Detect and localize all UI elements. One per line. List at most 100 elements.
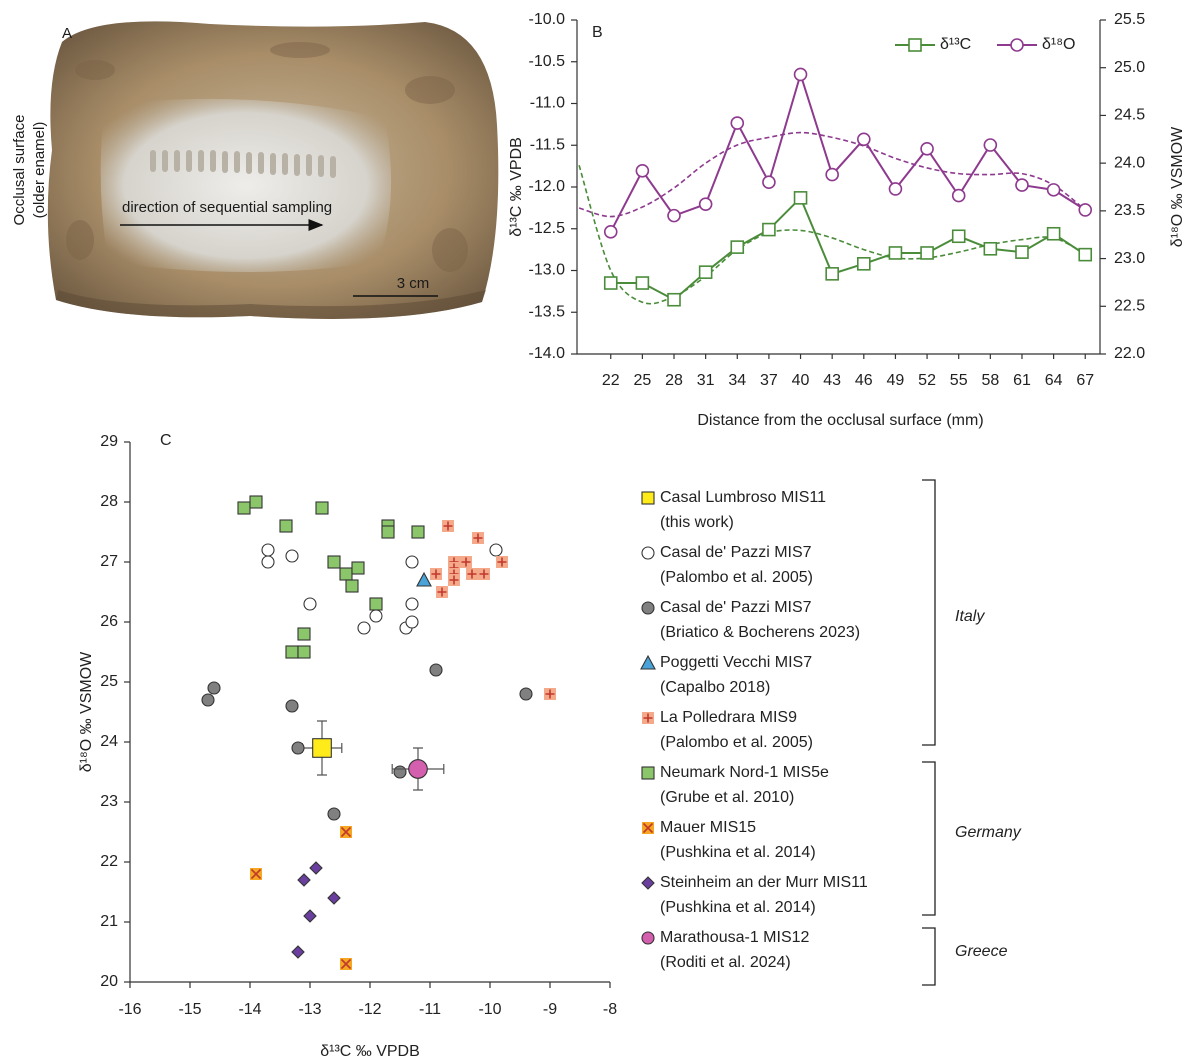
x-tick-label: -14 bbox=[238, 1001, 261, 1018]
legend-source: (Palombo et al. 2005) bbox=[660, 569, 813, 586]
data-point bbox=[1078, 247, 1093, 262]
marker-sign bbox=[449, 575, 459, 585]
legend-label: Casal de' Pazzi MIS7 bbox=[660, 599, 812, 616]
arrow-label: direction of sequential sampling bbox=[122, 199, 332, 216]
marker bbox=[351, 561, 365, 575]
marker bbox=[297, 873, 311, 887]
legend-source: (this work) bbox=[660, 514, 734, 531]
data-point bbox=[983, 138, 998, 152]
marker-sign bbox=[437, 587, 447, 597]
y-tick-label: -10.0 bbox=[529, 11, 566, 28]
y2-tick-label: 23.0 bbox=[1114, 250, 1145, 267]
panel-label: C bbox=[160, 432, 172, 449]
marker bbox=[405, 615, 419, 629]
marker-sign bbox=[431, 569, 441, 579]
y-tick-label: -13.5 bbox=[529, 303, 566, 320]
legend-label: Mauer MIS15 bbox=[660, 819, 756, 836]
marker bbox=[519, 687, 533, 701]
marker bbox=[312, 738, 332, 758]
data-line bbox=[609, 70, 1086, 233]
marker bbox=[466, 568, 478, 580]
marker-sign bbox=[467, 569, 477, 579]
marker bbox=[429, 663, 443, 677]
data-point bbox=[888, 182, 903, 196]
data-point bbox=[1046, 226, 1061, 241]
group-bracket bbox=[922, 761, 936, 916]
x-tick-label: 52 bbox=[918, 372, 936, 389]
data-point bbox=[793, 67, 808, 82]
marker-sign bbox=[340, 958, 352, 970]
marker bbox=[201, 693, 215, 707]
legend-label: δ¹⁸O bbox=[1042, 36, 1075, 53]
scale-label: 3 cm bbox=[397, 275, 430, 292]
marker bbox=[249, 495, 263, 509]
data-point bbox=[920, 142, 934, 156]
marker bbox=[315, 501, 329, 515]
marker bbox=[369, 597, 383, 611]
enamel-ridges bbox=[150, 150, 336, 178]
legend-label: Steinheim an der Murr MIS11 bbox=[660, 874, 868, 891]
marker bbox=[460, 556, 472, 568]
data-point bbox=[762, 175, 776, 190]
marker bbox=[327, 891, 341, 905]
x-tick-label: 25 bbox=[633, 372, 651, 389]
y-tick-label: -14.0 bbox=[529, 345, 566, 362]
legend-label: Casal de' Pazzi MIS7 bbox=[660, 544, 812, 561]
y2-tick-label: 24.0 bbox=[1114, 154, 1145, 171]
legend-marker bbox=[642, 822, 654, 834]
legend-marker bbox=[641, 931, 655, 945]
marker-sign bbox=[340, 826, 352, 838]
marker-sign bbox=[545, 689, 555, 699]
marker bbox=[436, 586, 448, 598]
marker bbox=[393, 765, 407, 779]
marker bbox=[339, 567, 353, 581]
panel-label: A bbox=[62, 25, 72, 42]
y-axis-label: δ¹⁸O ‰ VSMOW bbox=[78, 651, 95, 772]
tooth-shadow bbox=[56, 290, 486, 319]
marker bbox=[303, 597, 317, 611]
x-tick-label: 28 bbox=[665, 372, 683, 389]
y-tick-label: -11.0 bbox=[530, 95, 565, 112]
marker bbox=[544, 688, 556, 700]
legend-source: (Pushkina et al. 2014) bbox=[660, 844, 816, 861]
side-label: (older enamel) bbox=[31, 122, 48, 219]
y-tick-label: 27 bbox=[100, 553, 118, 570]
legend-marker bbox=[641, 601, 655, 615]
y-tick-label: -10.5 bbox=[529, 53, 566, 70]
y-tick-label: 20 bbox=[100, 973, 118, 990]
enamel-surface bbox=[100, 98, 392, 272]
data-point bbox=[888, 246, 903, 260]
marker bbox=[291, 945, 305, 959]
marker bbox=[279, 519, 293, 533]
x-tick-label: 64 bbox=[1045, 372, 1063, 389]
data-point bbox=[1078, 203, 1093, 217]
y-tick-label: -12.0 bbox=[529, 178, 566, 195]
y-tick-label: -11.5 bbox=[530, 136, 565, 153]
y2-tick-label: 22.0 bbox=[1114, 345, 1145, 362]
x-tick-label: 43 bbox=[823, 372, 841, 389]
marker bbox=[303, 909, 317, 923]
legend-marker bbox=[641, 546, 655, 560]
marker bbox=[405, 555, 419, 569]
legend-source: (Palombo et al. 2005) bbox=[660, 734, 813, 751]
x-tick-label: 37 bbox=[760, 372, 778, 389]
data-point bbox=[667, 292, 681, 307]
legend-source: (Pushkina et al. 2014) bbox=[660, 899, 816, 916]
legend-label: Casal Lumbroso MIS11 bbox=[660, 489, 826, 506]
marker bbox=[416, 571, 432, 587]
legend-marker bbox=[641, 491, 655, 505]
legend-marker bbox=[641, 876, 655, 890]
x-tick-label: 49 bbox=[887, 372, 905, 389]
data-point bbox=[730, 116, 745, 130]
marker bbox=[472, 532, 484, 544]
y-axis-label: δ¹³C ‰ VPDB bbox=[508, 137, 525, 237]
legend-source: (Roditi et al. 2024) bbox=[660, 954, 791, 971]
legend-source: (Briatico & Bocherens 2023) bbox=[660, 624, 860, 641]
x-tick-label: -16 bbox=[118, 1001, 141, 1018]
y-tick-label: -13.0 bbox=[529, 262, 566, 279]
legend-marker bbox=[641, 766, 655, 780]
marker bbox=[327, 555, 341, 569]
data-point bbox=[983, 241, 998, 256]
marker bbox=[285, 699, 299, 713]
